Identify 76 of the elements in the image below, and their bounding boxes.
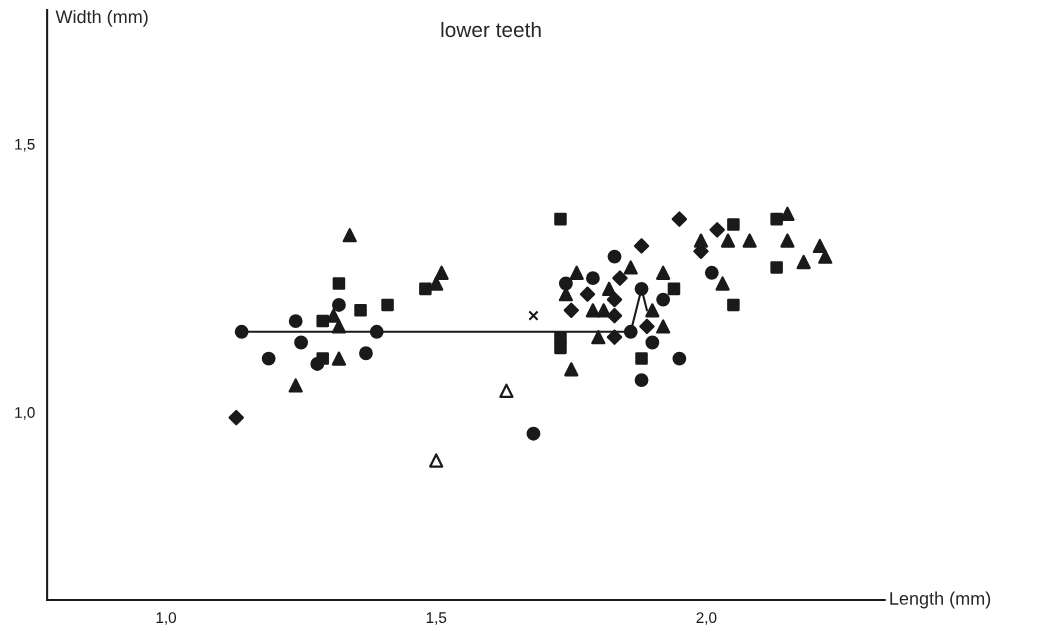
- point: [633, 238, 650, 254]
- point: [672, 351, 687, 366]
- point: [294, 335, 309, 350]
- point: [727, 218, 740, 231]
- point: [770, 261, 783, 274]
- point: [742, 233, 757, 248]
- point: [812, 238, 827, 254]
- point: [656, 292, 671, 307]
- point: [607, 249, 622, 264]
- point: [715, 276, 730, 291]
- point: [564, 362, 579, 377]
- point: [331, 351, 347, 366]
- x-axis-title: Length (mm): [890, 591, 991, 609]
- point: [606, 329, 623, 345]
- point: [623, 260, 638, 275]
- point: [645, 303, 660, 318]
- point: [639, 318, 655, 335]
- point: [780, 233, 795, 248]
- y-axis-title: Width (mm): [55, 9, 148, 27]
- point: [528, 310, 539, 321]
- point: [499, 383, 514, 398]
- point: [606, 291, 623, 308]
- point: [342, 228, 357, 243]
- point: [671, 211, 688, 227]
- point: [606, 307, 623, 324]
- point: [331, 319, 347, 334]
- point: [596, 303, 611, 318]
- chart-title: lower teeth: [441, 21, 541, 38]
- point: [780, 206, 795, 221]
- point: [704, 265, 719, 280]
- x-tick-label: 1,5: [426, 612, 447, 625]
- point: [635, 352, 648, 365]
- point: [554, 341, 567, 355]
- point: [316, 314, 329, 328]
- point: [612, 270, 628, 286]
- point: [585, 271, 600, 286]
- point: [288, 314, 303, 328]
- point: [261, 351, 276, 366]
- point: [727, 298, 740, 312]
- point: [354, 304, 367, 317]
- x-tick-label: 2,0: [696, 612, 717, 625]
- point: [720, 233, 736, 248]
- point: [591, 330, 606, 345]
- point: [818, 249, 833, 264]
- point: [429, 276, 444, 291]
- point: [656, 319, 671, 334]
- point: [369, 324, 384, 339]
- point: [558, 276, 573, 291]
- point: [634, 373, 649, 387]
- point: [434, 265, 449, 280]
- point: [770, 212, 783, 226]
- point: [429, 453, 444, 468]
- point: [228, 409, 244, 426]
- point: [381, 298, 394, 312]
- point: [234, 324, 249, 339]
- point: [579, 286, 596, 302]
- point: [563, 302, 579, 319]
- point: [526, 426, 541, 441]
- point: [316, 352, 329, 365]
- point: [554, 330, 567, 344]
- x-tick-label: 1,0: [156, 612, 177, 625]
- point: [359, 346, 373, 361]
- point: [288, 378, 303, 393]
- point: [569, 265, 584, 280]
- point: [332, 298, 346, 312]
- point: [709, 222, 725, 238]
- point: [419, 282, 432, 296]
- point: [656, 265, 671, 280]
- point: [667, 282, 681, 296]
- point: [623, 324, 638, 339]
- point: [332, 277, 346, 290]
- point: [634, 281, 649, 296]
- point: [796, 254, 811, 270]
- point: [326, 308, 341, 323]
- point: [554, 212, 567, 226]
- point: [645, 335, 660, 350]
